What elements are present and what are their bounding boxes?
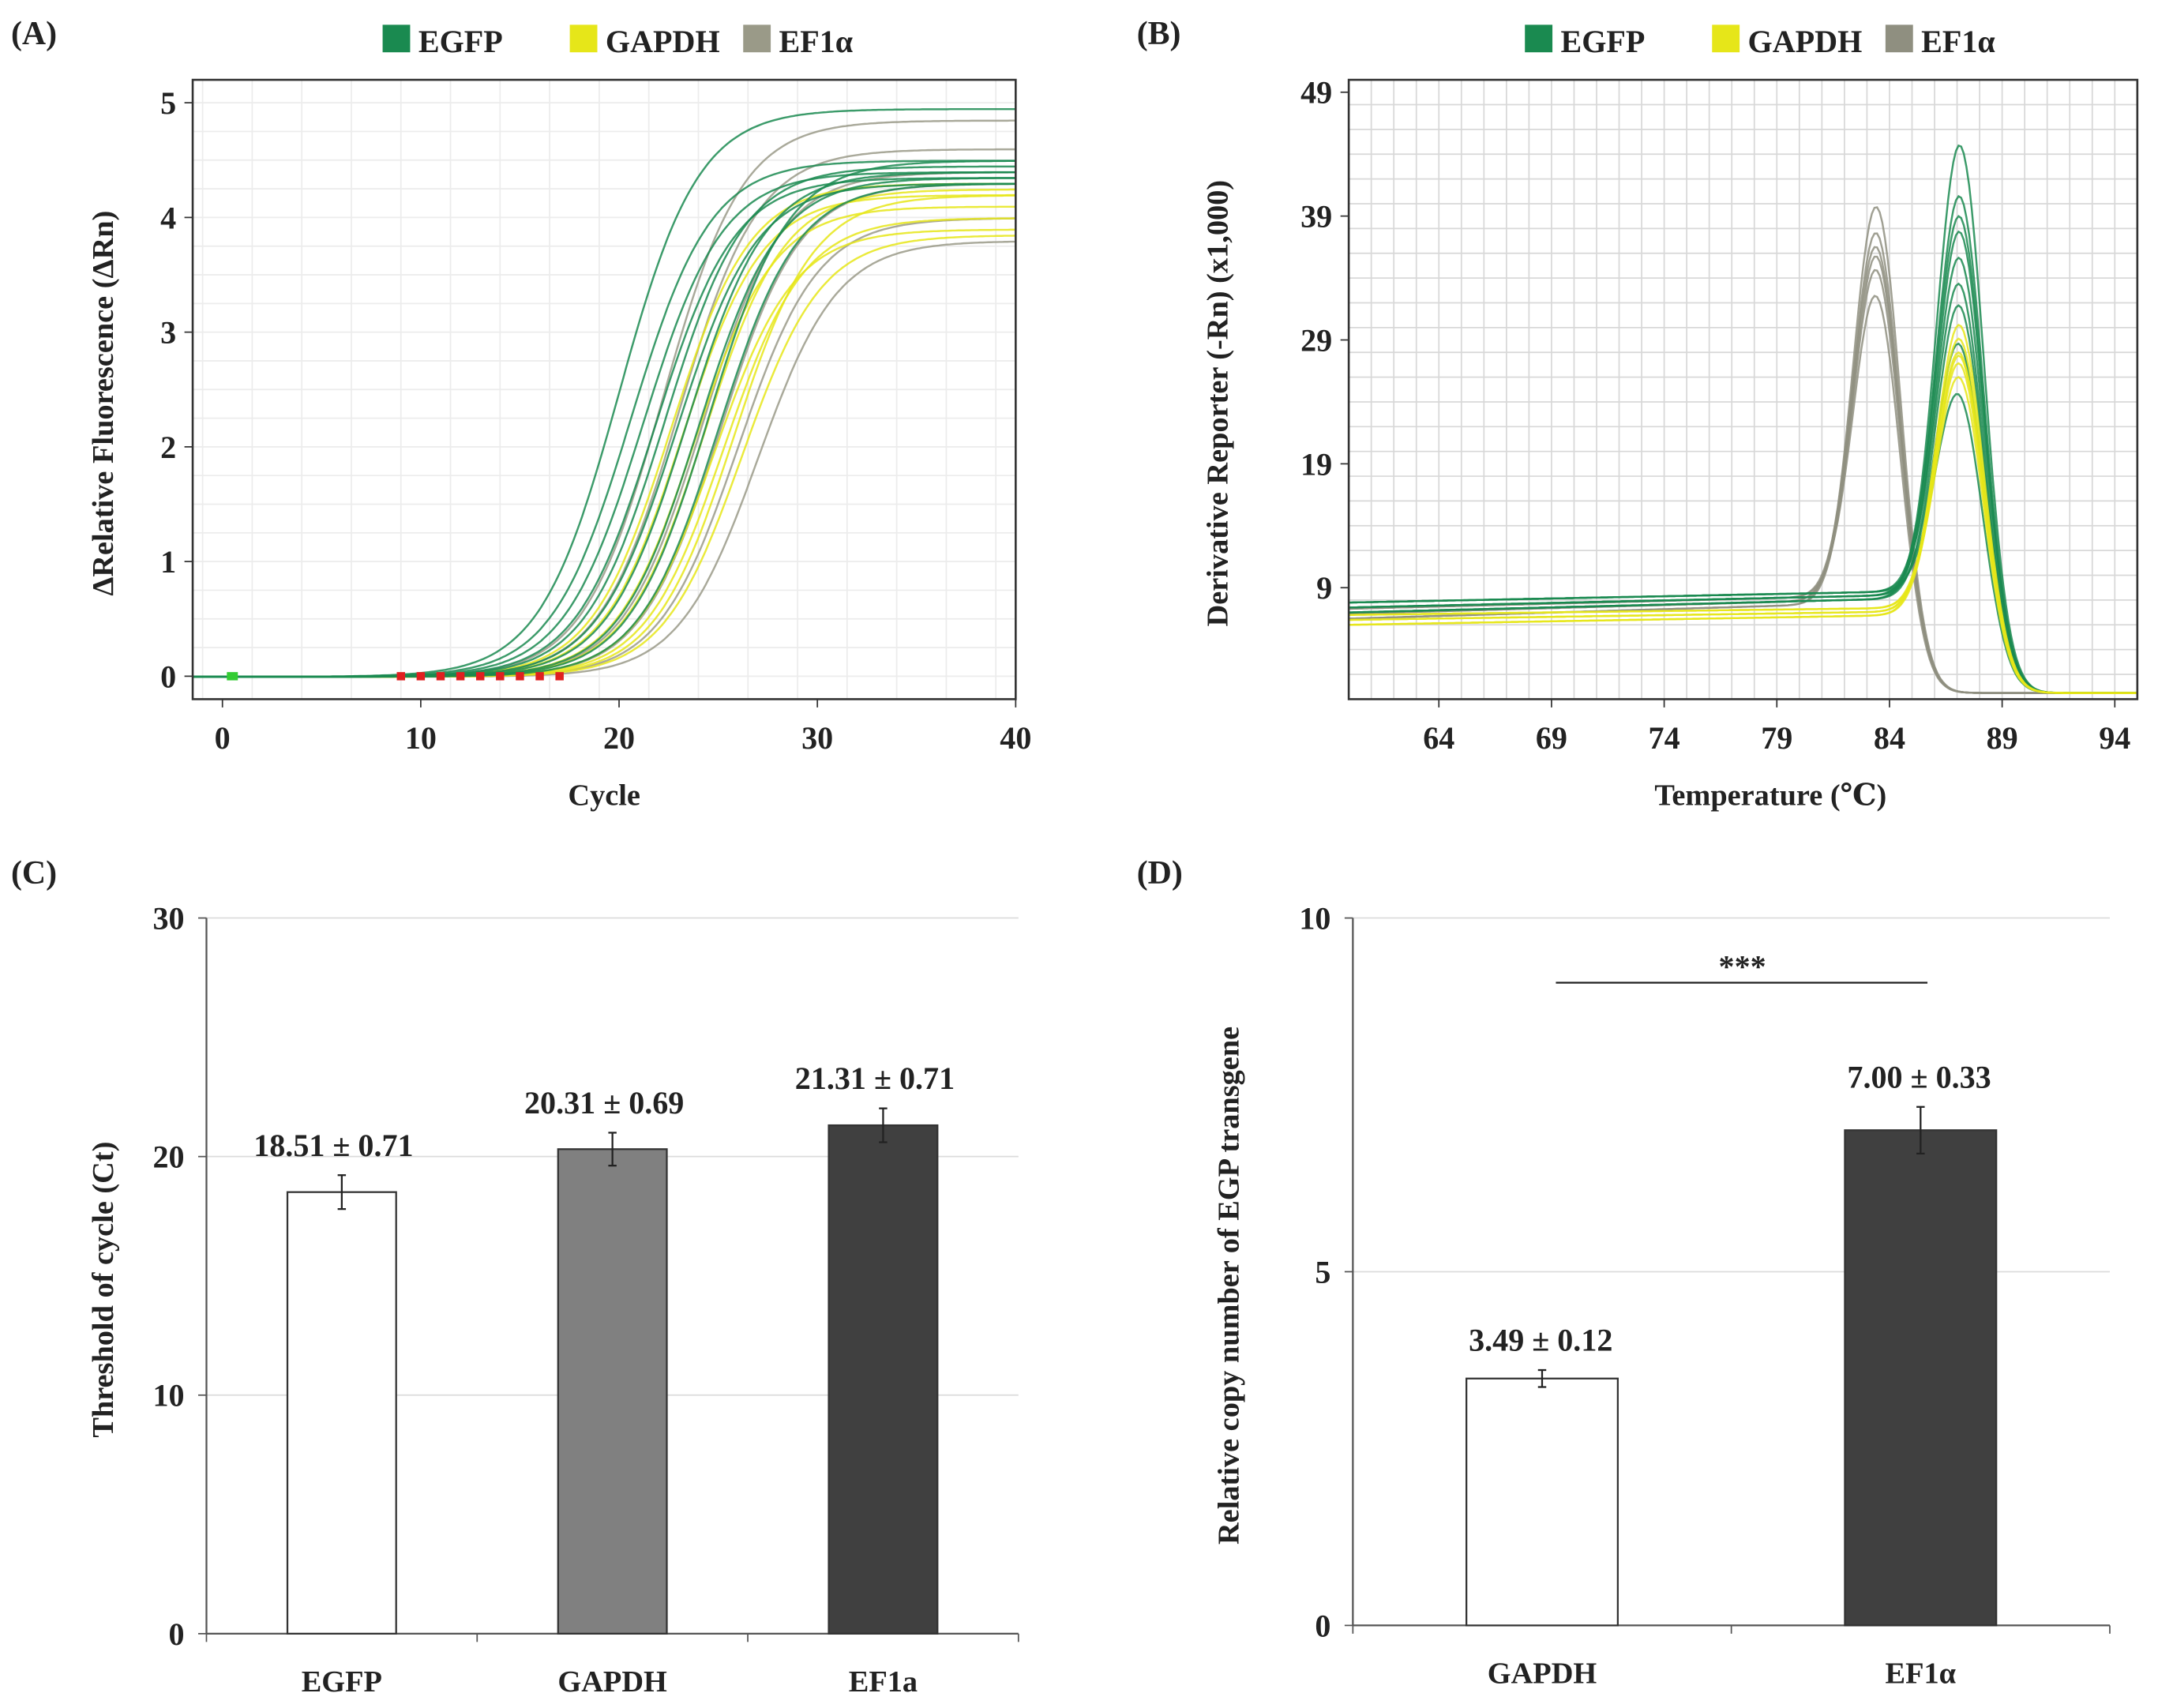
x-tick-label: 40 [1000, 720, 1031, 756]
baseline-marker [535, 672, 544, 681]
bar-ef1a [828, 1124, 939, 1635]
significance-label: *** [1719, 948, 1766, 984]
y-tick-label: 19 [1300, 446, 1332, 482]
baseline-marker [396, 672, 405, 681]
y-tick-label: 1 [160, 544, 176, 580]
curve-egfp [193, 182, 1016, 678]
baseline-marker [516, 672, 524, 681]
value-label: 18.51 ± 0.71 [253, 1128, 413, 1163]
curve-gapdh [1349, 376, 2137, 694]
value-label: 7.00 ± 0.33 [1847, 1059, 1991, 1094]
baseline-marker [456, 672, 465, 681]
curve-egfp [1349, 392, 2137, 694]
panel-c-ct-bar-chart: (C) 0 10 20 30 18.51 ± 0.71 EGFP 20.31 ± 0.69 GA… [11, 855, 1019, 1699]
baseline-marker [496, 672, 505, 681]
x-tick-label: 64 [1423, 720, 1454, 756]
legend-label: EF1α [779, 24, 854, 59]
legend-swatch [1525, 24, 1553, 53]
value-label: 21.31 ± 0.71 [795, 1060, 955, 1096]
y-tick-label: 39 [1300, 199, 1332, 235]
legend-swatch [1885, 24, 1913, 53]
y-axis-label: Threshold of cycle (Ct) [87, 1142, 120, 1438]
x-axis-label: Temperature (℃) [1654, 779, 1886, 813]
x-tick-label: 69 [1536, 720, 1567, 756]
x-tick-label: EGFP [302, 1665, 382, 1699]
legend-label: EGFP [1561, 24, 1646, 59]
panel-label: (C) [11, 855, 57, 892]
bar-gapdh [557, 1148, 668, 1635]
y-tick-label: 0 [169, 1616, 185, 1652]
y-tick-label: 4 [160, 200, 176, 235]
x-tick-label: GAPDH [557, 1665, 667, 1699]
value-label: 20.31 ± 0.69 [524, 1085, 684, 1121]
x-tick-label: 10 [405, 720, 437, 756]
panel-label: (A) [11, 16, 57, 52]
y-tick-label: 49 [1300, 75, 1332, 111]
legend-swatch [569, 24, 598, 53]
y-tick-label: 29 [1300, 322, 1332, 358]
x-tick-label: 30 [801, 720, 833, 756]
curves [193, 107, 1016, 678]
baseline-marker [436, 672, 445, 681]
legend-label: GAPDH [1748, 24, 1863, 59]
y-tick-label: 30 [153, 900, 185, 936]
x-tick-label: 0 [215, 720, 231, 756]
plot-frame [191, 78, 1017, 700]
x-tick-label: 84 [1874, 720, 1905, 756]
x-tick-label: 94 [2099, 720, 2130, 756]
y-axis-label: Relative copy number of EGP transgene [1213, 1027, 1246, 1545]
panel-d-copy-number-bar-chart: (D) 0 5 10 3.49 ± 0.12 GAPDH 7.00 ± 0.33 EF1α Re… [1137, 855, 2111, 1691]
y-tick-label: 10 [1299, 900, 1330, 936]
panel-label: (B) [1137, 16, 1181, 52]
y-axis-label: Derivative Reporter (-Rn) (x1,000) [1202, 180, 1235, 627]
y-axis-label: ΔRelative Fluorescence (ΔRn) [87, 211, 120, 596]
baseline-marker [555, 672, 564, 681]
legend-swatch [743, 24, 771, 53]
y-tick-label: 9 [1316, 570, 1332, 606]
value-label: 3.49 ± 0.12 [1469, 1323, 1612, 1358]
y-tick-label: 20 [153, 1139, 185, 1175]
y-tick-label: 0 [160, 659, 176, 694]
x-tick-label: EF1α [1886, 1657, 1957, 1691]
x-tick-label: EF1a [849, 1665, 918, 1699]
bar-gapdh [1466, 1377, 1619, 1627]
y-tick-label: 2 [160, 430, 176, 465]
panel-a-amplification-plot: (A) EGFP GAPDH EF1α 0 10 20 30 40 0 1 2 3 4 5 Cycle ΔRel… [11, 16, 1031, 813]
legend-label: EGFP [418, 24, 503, 59]
x-tick-label: 20 [603, 720, 635, 756]
y-tick-label: 5 [1315, 1254, 1330, 1289]
panel-b-melt-curve-plot: (B) EGFP GAPDH EF1α 64 69 74 79 84 89 94 9 19 29 39 49 T… [1137, 16, 2139, 813]
legend-swatch [1712, 24, 1740, 53]
y-tick-label: 10 [153, 1378, 185, 1413]
plot-frame [1347, 78, 2139, 700]
x-tick-label: 79 [1761, 720, 1792, 756]
x-tick-label: 74 [1649, 720, 1680, 756]
x-tick-label: 89 [1987, 720, 2018, 756]
y-tick-label: 5 [160, 85, 176, 121]
curves [1349, 144, 2137, 694]
legend-label: GAPDH [606, 24, 720, 59]
y-tick-label: 3 [160, 315, 176, 351]
x-tick-label: GAPDH [1488, 1657, 1597, 1691]
y-tick-label: 0 [1315, 1608, 1330, 1643]
plot-area [1349, 80, 2137, 700]
baseline-marker [475, 672, 485, 681]
legend-label: EF1α [1921, 24, 1995, 59]
x-axis-label: Cycle [568, 779, 640, 813]
legend-swatch [382, 24, 411, 53]
start-marker [227, 672, 238, 681]
bar-egfp [286, 1191, 397, 1635]
bar-ef1α [1844, 1129, 1998, 1627]
baseline-marker [416, 672, 426, 681]
panel-label: (D) [1137, 855, 1183, 892]
